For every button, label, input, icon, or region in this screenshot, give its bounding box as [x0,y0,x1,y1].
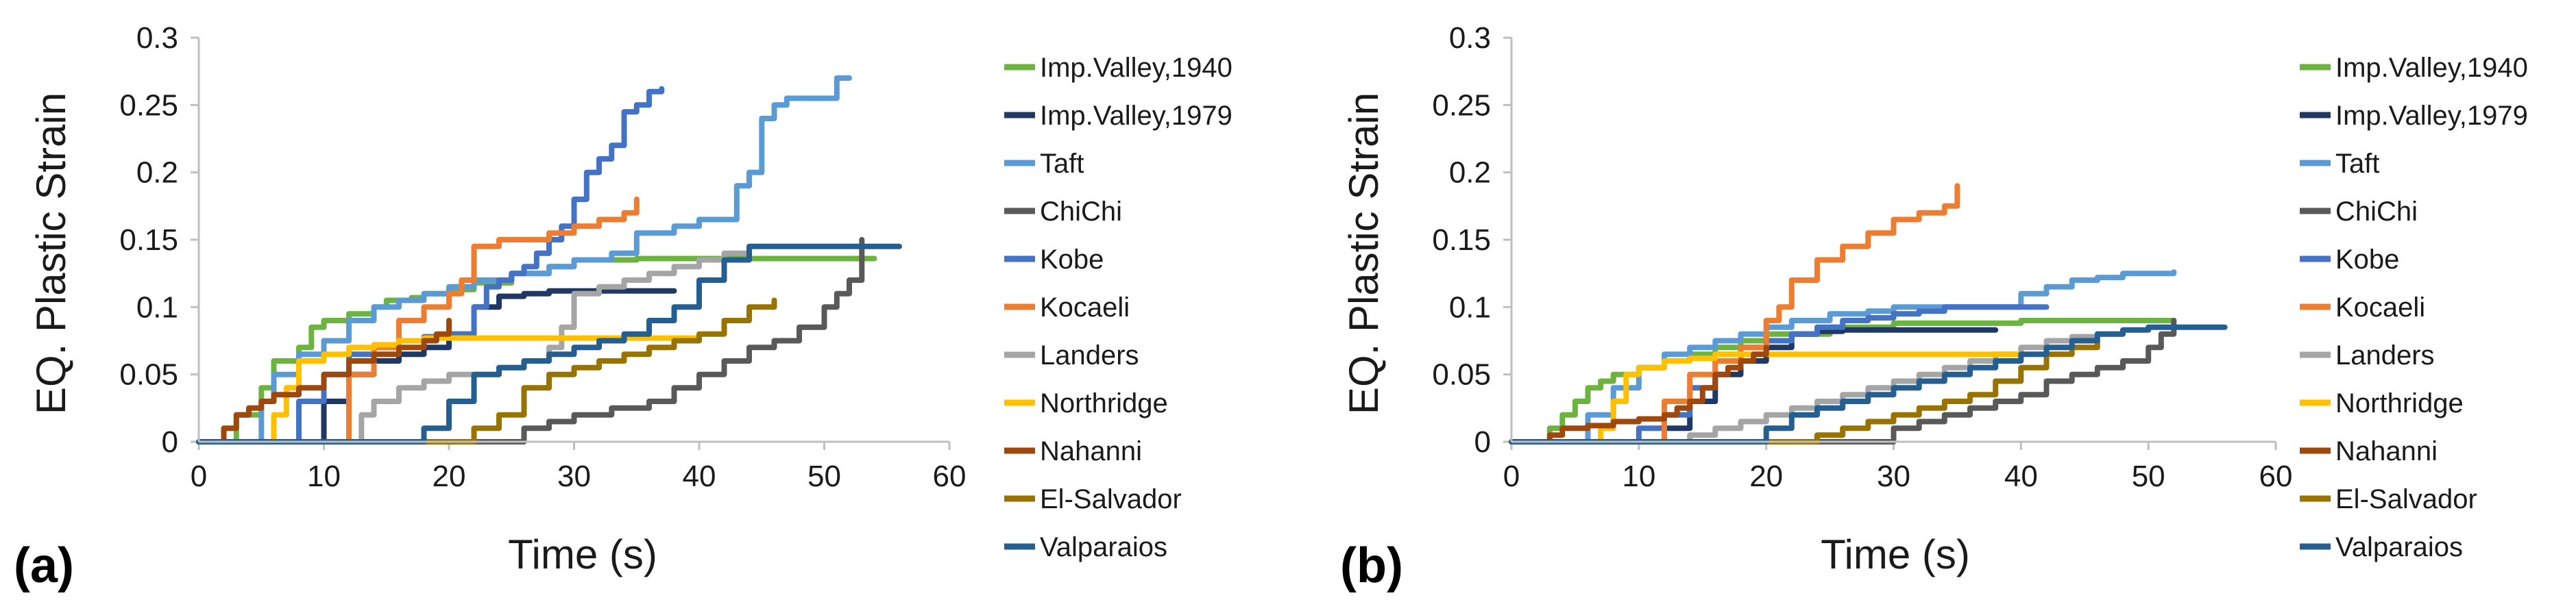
x-tick-label: 10 [1622,460,1655,493]
panel-a-label: (a) [14,538,74,593]
series-line-chichi [196,237,865,445]
legend-label: Imp.Valley,1979 [1040,101,1232,131]
y-tick-label: 0 [162,425,178,459]
series-line-el-salvador [196,297,777,445]
panel-b-xlabel: Time (s) [1821,531,1970,577]
legend-label: Taft [1040,149,1084,179]
y-tick-label: 0.2 [136,156,178,190]
panel-a-legend: Imp.Valley,1940 Imp.Valley,1979 Taft ChiChi… [1004,53,1232,562]
y-tick-label: 0 [1474,425,1491,459]
legend-label: Imp.Valley,1940 [1040,53,1232,83]
panel-b-axes [1510,38,2276,443]
series-line-nahanni [1509,345,1769,445]
legend-label: Kobe [2335,245,2399,275]
series-line-kocaeli [1509,183,1960,445]
legend-label: Nahanni [2335,436,2438,466]
panel-b-ylabel: EQ. Plastic Strain [1341,92,1387,414]
legend-label: Imp.Valley,1940 [2335,53,2528,83]
panel-b-x-ticks: 0 10 20 30 40 50 60 [1503,442,2293,493]
y-tick-label: 0.3 [136,21,178,55]
panel-a-ylabel: EQ. Plastic Strain [28,92,74,414]
legend-label: Kocaeli [1040,292,1130,323]
legend-label: Valparaios [1040,532,1167,562]
series-line-nahanni [196,318,452,445]
series-line-imp-valley-1979 [196,288,677,445]
legend-label: Imp.Valley,1979 [2335,101,2528,131]
legend-label: El-Salvador [2335,484,2477,514]
y-tick-label: 0.1 [136,290,178,324]
y-tick-label: 0.15 [119,223,178,257]
y-tick-label: 0.25 [1432,88,1491,122]
series-line-valparaios [196,243,902,445]
x-tick-label: 30 [1877,460,1910,493]
y-tick-label: 0.2 [1449,156,1491,190]
panel-a-x-ticks: 0 10 20 30 40 50 60 [191,442,967,493]
legend-label: Landers [2335,340,2435,371]
x-tick-label: 50 [2132,460,2165,493]
x-tick-label: 60 [933,460,967,493]
x-tick-label: 50 [807,460,841,493]
legend-label: Taft [2335,149,2379,179]
x-tick-label: 30 [557,460,591,493]
y-tick-label: 0.05 [119,358,178,392]
panel-a-axes [197,38,949,443]
chart-panel-b: EQ. Plastic Strain Time (s) (b) 0 0.05 0.1… [1340,21,2528,593]
panel-a-y-ticks: 0 0.05 0.1 0.15 0.2 0.25 0.3 [119,21,199,459]
x-tick-label: 0 [1503,460,1520,493]
y-tick-label: 0.3 [1449,21,1491,55]
x-tick-label: 20 [1749,460,1783,493]
legend-label: Landers [1040,340,1139,371]
y-tick-label: 0.25 [119,88,178,122]
series-line-valparaios [1509,324,2228,445]
series-line-kobe [196,86,665,445]
legend-label: ChiChi [2335,197,2418,227]
y-tick-label: 0.05 [1432,358,1491,392]
series-line-taft [196,75,852,445]
legend-label: Kobe [1040,245,1104,275]
y-tick-label: 0.1 [1449,290,1491,324]
series-line-northridge [196,335,702,445]
legend-label: ChiChi [1040,197,1122,227]
x-tick-label: 60 [2259,460,2293,493]
x-tick-label: 0 [191,460,207,493]
panel-b-label: (b) [1340,538,1403,593]
panel-b-y-ticks: 0 0.05 0.1 0.15 0.2 0.25 0.3 [1432,21,1511,459]
panel-a-series-lines [196,75,902,445]
legend-label: Nahanni [1040,436,1142,466]
series-line-kocaeli [196,197,640,445]
series-line-chichi [1509,318,2177,445]
x-tick-label: 40 [683,460,716,493]
legend-label: Northridge [1040,388,1168,418]
legend-label: Northridge [2335,388,2464,418]
panel-a-xlabel: Time (s) [508,531,657,577]
x-tick-label: 40 [2004,460,2038,493]
legend-label: El-Salvador [1040,484,1182,514]
legend-label: Valparaios [2335,532,2463,562]
legend-label: Kocaeli [2335,292,2425,323]
panel-b-legend: Imp.Valley,1940 Imp.Valley,1979 Taft ChiChi… [2300,53,2528,562]
x-tick-label: 10 [307,460,341,493]
y-tick-label: 0.15 [1432,223,1491,257]
panel-b-series-lines [1509,183,2228,445]
x-tick-label: 20 [433,460,466,493]
chart-panel-a: EQ. Plastic Strain Time (s) (a) 0 0.05 0.1… [14,21,1232,593]
